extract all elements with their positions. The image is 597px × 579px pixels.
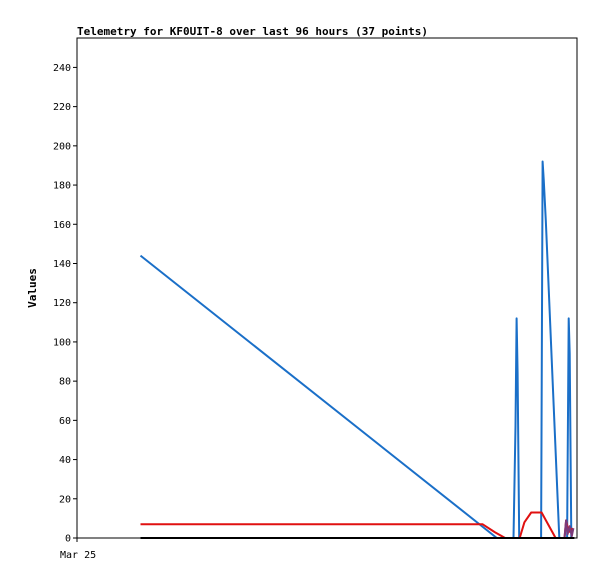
y-tick-label: 60 (59, 416, 71, 427)
x-axis: Mar 25 (60, 538, 96, 561)
series-line (563, 519, 575, 539)
y-tick-label: 100 (53, 337, 71, 348)
y-tick-label: 20 (59, 494, 71, 505)
y-tick-label: 0 (65, 534, 71, 545)
x-tick-label: Mar 25 (60, 550, 96, 561)
series-line (139, 160, 573, 539)
y-axis-label: Values (26, 268, 39, 308)
series-line (140, 511, 574, 539)
y-axis: 0 20 40 60 80 100 120 140 160 180 200 220 240 (53, 63, 77, 545)
y-tick-label: 200 (53, 141, 71, 152)
y-tick-label: 140 (53, 259, 71, 270)
y-tick-label: 40 (59, 455, 71, 466)
y-tick-label: 220 (53, 102, 71, 113)
chart-title: Telemetry for KF0UIT-8 over last 96 hour… (77, 25, 428, 38)
y-tick-label: 120 (53, 298, 71, 309)
y-tick-label: 180 (53, 181, 71, 192)
plot-frame (76, 37, 578, 539)
y-tick-label: 240 (53, 63, 71, 74)
y-tick-label: 160 (53, 220, 71, 231)
series-layer (139, 160, 575, 539)
y-tick-label: 80 (59, 377, 71, 388)
